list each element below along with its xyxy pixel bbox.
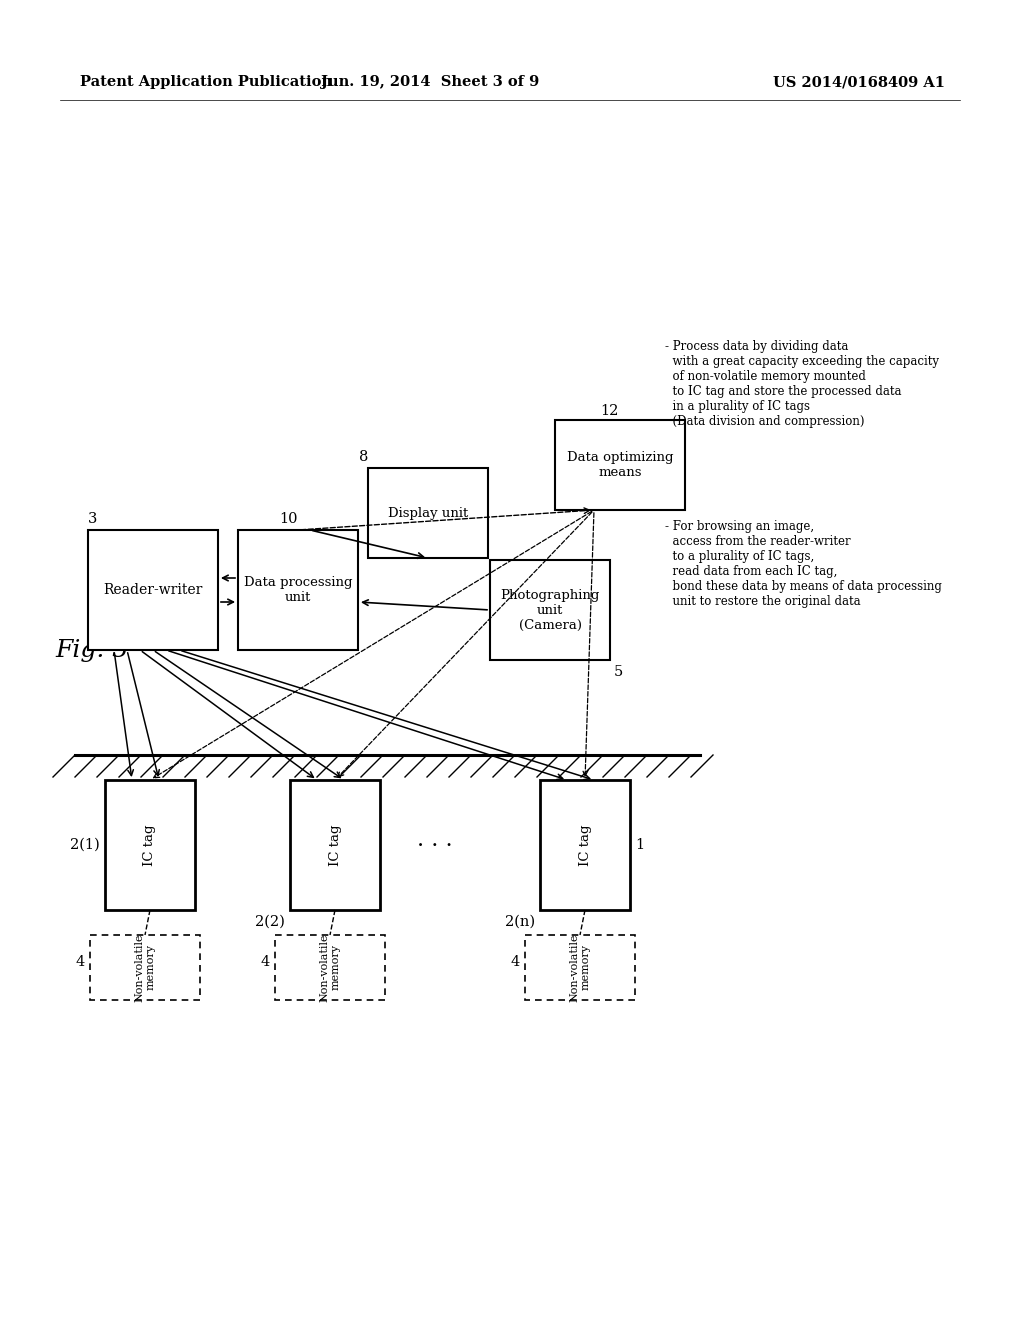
Text: Jun. 19, 2014  Sheet 3 of 9: Jun. 19, 2014 Sheet 3 of 9 bbox=[321, 75, 539, 88]
Text: Non-volatile
memory: Non-volatile memory bbox=[319, 933, 341, 1002]
Text: IC tag: IC tag bbox=[143, 824, 157, 866]
Text: 2(1): 2(1) bbox=[71, 838, 100, 851]
Text: IC tag: IC tag bbox=[329, 824, 341, 866]
Bar bbox=[290, 780, 380, 909]
Text: Display unit: Display unit bbox=[388, 507, 468, 520]
Text: Non-volatile
memory: Non-volatile memory bbox=[134, 933, 156, 1002]
Bar bbox=[555, 420, 685, 510]
Text: 3: 3 bbox=[88, 512, 97, 525]
Text: 5: 5 bbox=[614, 665, 624, 678]
Text: Fig. 3: Fig. 3 bbox=[55, 639, 128, 661]
Text: IC tag: IC tag bbox=[579, 824, 592, 866]
Text: - For browsing an image,
  access from the reader-writer
  to a plurality of IC : - For browsing an image, access from the… bbox=[665, 520, 942, 609]
Text: 4: 4 bbox=[261, 954, 270, 969]
Text: 4: 4 bbox=[76, 954, 85, 969]
Bar bbox=[540, 780, 630, 909]
Text: Patent Application Publication: Patent Application Publication bbox=[80, 75, 332, 88]
Text: 12: 12 bbox=[600, 404, 618, 418]
Bar bbox=[275, 935, 385, 1001]
Text: 8: 8 bbox=[358, 450, 368, 465]
Text: 2(2): 2(2) bbox=[255, 915, 285, 929]
Text: Data processing
unit: Data processing unit bbox=[244, 576, 352, 605]
Text: - Process data by dividing data
  with a great capacity exceeding the capacity
 : - Process data by dividing data with a g… bbox=[665, 341, 939, 428]
Bar bbox=[88, 531, 218, 649]
Text: Photographing
unit
(Camera): Photographing unit (Camera) bbox=[501, 589, 600, 631]
Bar bbox=[90, 935, 200, 1001]
Bar bbox=[238, 531, 358, 649]
Bar bbox=[105, 780, 195, 909]
Text: Reader-writer: Reader-writer bbox=[103, 583, 203, 597]
Bar bbox=[490, 560, 610, 660]
Bar bbox=[525, 935, 635, 1001]
Text: Data optimizing
means: Data optimizing means bbox=[566, 451, 673, 479]
Text: 4: 4 bbox=[511, 954, 520, 969]
Text: 10: 10 bbox=[280, 512, 298, 525]
Text: 2(n): 2(n) bbox=[505, 915, 535, 929]
Text: Non-volatile
memory: Non-volatile memory bbox=[569, 933, 591, 1002]
Text: 1: 1 bbox=[635, 838, 644, 851]
Text: . . .: . . . bbox=[417, 829, 453, 851]
Bar bbox=[368, 469, 488, 558]
Text: US 2014/0168409 A1: US 2014/0168409 A1 bbox=[773, 75, 945, 88]
